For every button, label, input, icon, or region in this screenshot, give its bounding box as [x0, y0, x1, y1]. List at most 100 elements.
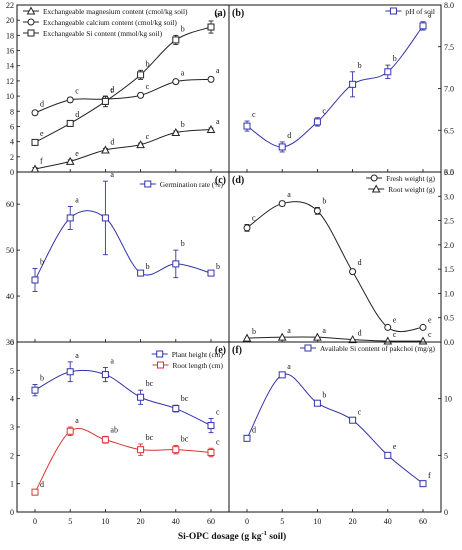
data-point: [313, 207, 321, 215]
significance-letter: d: [358, 258, 362, 267]
y-tick-label: 0.0: [444, 338, 454, 347]
panel-b: 6.0 6.5 7.0 7.5 8.0 (b) c d c b b apH of soil: [228, 1, 454, 177]
x-axis-title: Si-OPC dosage (g kg-1 soil): [178, 530, 286, 542]
legend-marker: [370, 174, 378, 182]
data-point: [136, 140, 145, 149]
significance-letter: b: [146, 262, 150, 271]
significance-letter: a: [287, 326, 291, 335]
significance-letter: b: [216, 262, 220, 271]
data-point: [172, 405, 180, 413]
significance-letter: d: [358, 329, 362, 338]
data-point: [31, 488, 39, 496]
y-tick-label: 5: [444, 451, 448, 460]
x-tick-label: 0: [245, 517, 249, 526]
data-point: [172, 78, 180, 86]
y-tick-label: 60: [6, 200, 14, 209]
series-2: dc c ca a: [31, 66, 220, 117]
y-tick-label: 7.0: [444, 85, 454, 94]
significance-letter: c: [216, 408, 220, 417]
y-tick-label: 0: [444, 508, 448, 517]
data-point: [278, 200, 286, 208]
data-point: [207, 23, 215, 31]
significance-letter: e: [428, 315, 432, 324]
data-point: [31, 386, 39, 394]
significance-letter: f: [40, 156, 43, 165]
series-line: [246, 373, 424, 485]
y-tick-label: 0: [10, 508, 14, 517]
data-point: [349, 268, 357, 276]
significance-letter: b: [181, 239, 185, 248]
significance-letter: a: [75, 351, 79, 360]
data-point: [65, 156, 75, 165]
series-line: [246, 25, 424, 148]
y-tick-label: 10: [6, 92, 14, 101]
significance-letter: e: [393, 442, 397, 451]
significance-letter: b: [358, 61, 362, 70]
data-point: [206, 124, 216, 133]
significance-letter: b: [252, 327, 256, 336]
significance-letter: b: [322, 391, 326, 400]
y-tick-label: 6.0: [444, 168, 454, 177]
data-point: [31, 138, 39, 146]
legend: Available Si content of pakchoi (mg/g): [299, 344, 436, 353]
data-point: [137, 446, 145, 454]
y-tick-label: 10: [444, 395, 452, 404]
legend: pH of soil: [385, 7, 435, 16]
y-tick-label: 16: [6, 47, 14, 56]
legend-marker: [157, 361, 164, 369]
data-point: [171, 127, 181, 137]
y-tick-label: 1: [10, 480, 14, 489]
series-line: [246, 336, 424, 342]
series-1: c a b d e e: [243, 190, 432, 333]
data-point: [101, 145, 110, 154]
significance-letter: a: [75, 416, 79, 425]
significance-letter: f: [428, 471, 431, 480]
data-point: [101, 436, 109, 444]
significance-letter: b: [181, 120, 185, 129]
data-point: [207, 75, 215, 83]
x-tick-label: 40: [384, 517, 392, 526]
panel-label: (a): [214, 8, 226, 19]
y-tick-label: 40: [6, 292, 14, 301]
significance-letter: c: [358, 408, 362, 417]
series-line: [34, 128, 212, 170]
series-3: e d d b b a: [31, 10, 220, 146]
y-tick-label: 4: [10, 395, 14, 404]
data-point: [207, 269, 215, 277]
data-point: [243, 434, 251, 442]
series-line: [246, 201, 424, 333]
panel-d: 0.0 0.5 1.0 1.5 2.0 2.5 3.0 3.5 (d) c a b d e e b a a d c c F…: [228, 168, 454, 347]
legend-marker: [27, 29, 35, 37]
legend-label: Exchangeable magnesium content (cmol/kg …: [43, 7, 188, 16]
significance-letter: ab: [110, 425, 118, 434]
significance-letter: bc: [181, 394, 189, 403]
data-point: [207, 449, 215, 456]
y-tick-label: 6.5: [444, 126, 454, 135]
x-tick-label: 40: [172, 517, 180, 526]
legend-label: Root weight (g): [388, 185, 435, 194]
y-tick-label: 0: [10, 168, 14, 177]
legend: Plant height (cm) Root length (cm): [151, 350, 224, 370]
series-1: b a a b b b: [31, 170, 220, 292]
legend: Exchangeable magnesium content (cmol/kg …: [23, 6, 188, 38]
data-point: [349, 416, 357, 424]
legend-marker: [156, 350, 164, 358]
plot-frame: [16, 171, 230, 343]
data-point: [137, 393, 145, 401]
data-point: [101, 214, 109, 222]
x-tick-label: 60: [207, 517, 215, 526]
y-tick-label: 5: [10, 366, 14, 375]
data-point: [66, 119, 74, 127]
y-tick-label: 30: [6, 338, 14, 347]
significance-letter: a: [428, 11, 432, 20]
significance-letter: c: [146, 82, 150, 91]
significance-letter: a: [110, 357, 114, 366]
significance-letter: a: [216, 117, 220, 126]
panel-label: (f): [232, 345, 242, 356]
significance-letter: a: [216, 66, 220, 75]
legend-label: Fresh weight (g): [386, 174, 435, 183]
y-tick-label: 8.0: [444, 1, 454, 10]
significance-letter: b: [40, 257, 44, 266]
